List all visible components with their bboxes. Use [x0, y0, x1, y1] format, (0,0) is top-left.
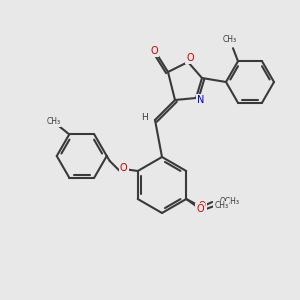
Text: O: O — [120, 163, 127, 173]
Text: O: O — [199, 202, 206, 211]
Text: O: O — [196, 204, 204, 214]
Text: H: H — [142, 112, 148, 122]
Text: O: O — [186, 53, 194, 63]
Text: CH₃: CH₃ — [214, 202, 228, 211]
Text: OCH₃: OCH₃ — [219, 197, 239, 206]
Text: CH₃: CH₃ — [46, 117, 60, 126]
Text: O: O — [150, 46, 158, 56]
Text: N: N — [197, 95, 205, 105]
Text: CH₃: CH₃ — [223, 35, 237, 44]
